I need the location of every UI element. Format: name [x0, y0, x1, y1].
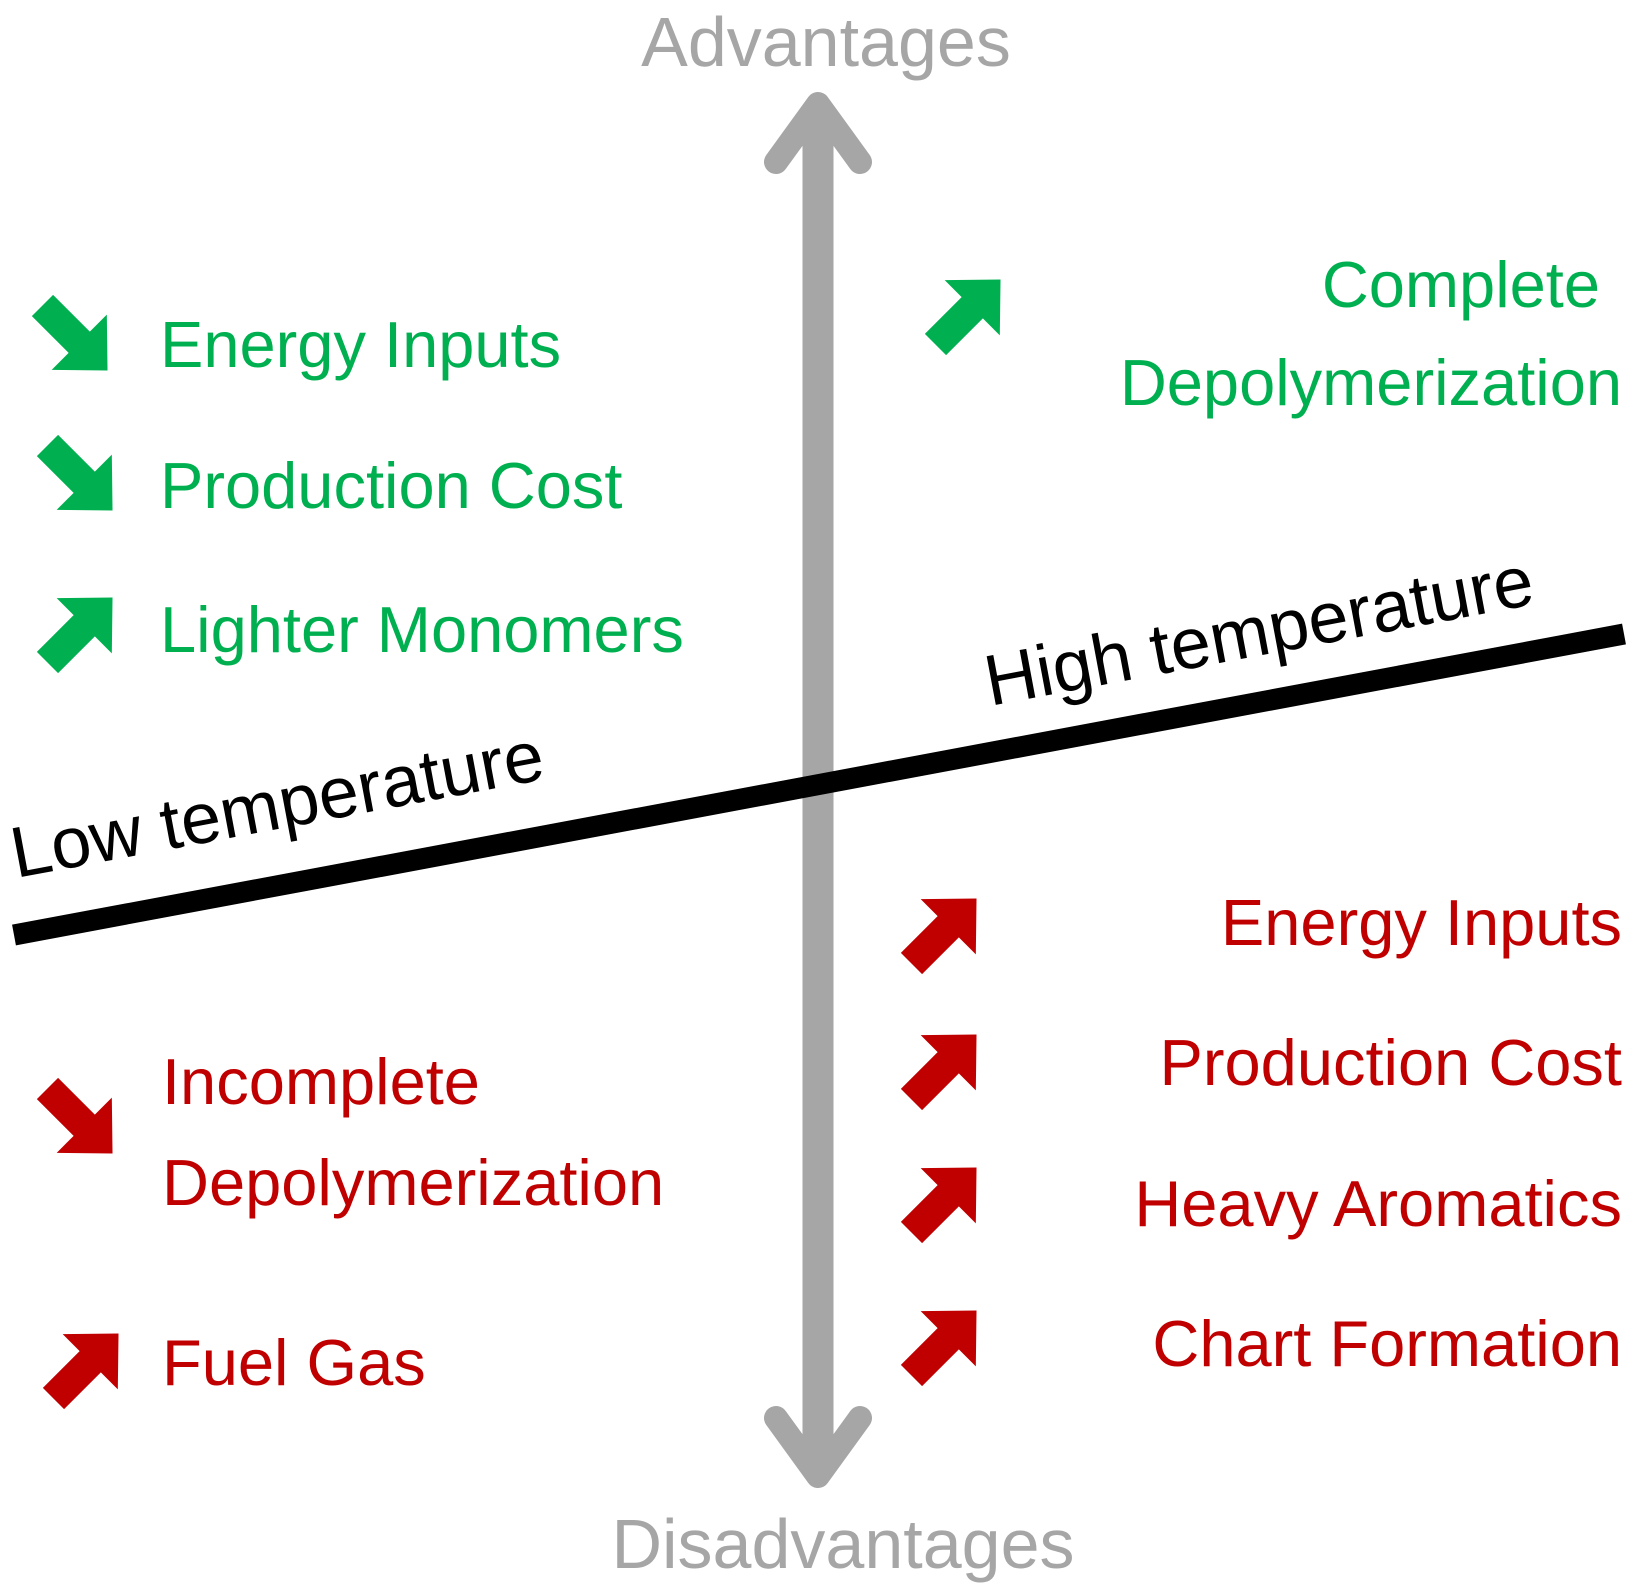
advantages-arrowhead-icon	[764, 92, 872, 174]
arrow-up-right-icon	[883, 870, 1005, 992]
low-temperature-advantages: Energy Inputs Production Cost Lighter Mo…	[14, 277, 684, 691]
advantages-label: Advantages	[641, 3, 1011, 81]
arrow-up-right-icon	[907, 251, 1029, 373]
high-dis-energy-inputs: Energy Inputs	[1221, 886, 1622, 959]
low-adv-lighter-monomers: Lighter Monomers	[160, 593, 684, 666]
arrow-up-right-icon	[883, 1139, 1005, 1261]
low-dis-depolymerization-label: Depolymerization	[162, 1146, 664, 1219]
arrow-down-right-icon	[19, 417, 141, 539]
arrow-down-right-icon	[14, 277, 136, 399]
low-dis-fuel-gas: Fuel Gas	[162, 1326, 426, 1399]
high-dis-chart-formation: Chart Formation	[1152, 1307, 1622, 1380]
high-dis-production-cost: Production Cost	[1160, 1026, 1622, 1099]
arrow-up-right-icon	[25, 1305, 147, 1427]
arrow-up-right-icon	[19, 569, 141, 691]
disadvantages-label: Disadvantages	[611, 1505, 1074, 1583]
high-temperature-advantages: Complete Depolymerization	[907, 248, 1622, 419]
arrow-up-right-icon	[883, 1006, 1005, 1128]
high-temperature-disadvantages: Energy Inputs Production Cost Heavy Arom…	[883, 870, 1622, 1404]
low-dis-incomplete-label: Incomplete	[162, 1045, 480, 1118]
temperature-divider-line	[12, 623, 1626, 946]
low-adv-energy-inputs: Energy Inputs	[160, 308, 561, 381]
arrow-up-right-icon	[883, 1282, 1005, 1404]
low-temperature-disadvantages: Incomplete Depolymerization Fuel Gas	[19, 1045, 664, 1427]
low-adv-production-cost: Production Cost	[160, 449, 622, 522]
disadvantages-arrowhead-icon	[764, 1406, 872, 1488]
high-adv-complete-label: Complete	[1322, 248, 1600, 321]
high-adv-depolymerization-label: Depolymerization	[1120, 346, 1622, 419]
arrow-down-right-icon	[19, 1060, 141, 1182]
low-temperature-label: Low temperature	[4, 716, 550, 894]
high-dis-heavy-aromatics: Heavy Aromatics	[1134, 1167, 1622, 1240]
